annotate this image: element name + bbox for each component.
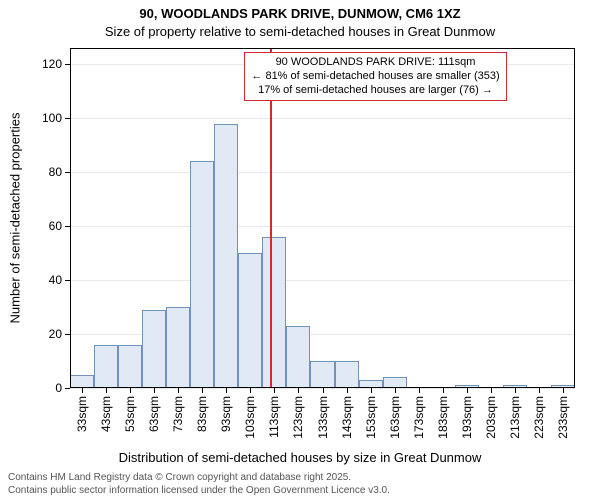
y-tick-label: 60 [49,219,62,233]
x-tick-label: 83sqm [195,396,209,432]
annotation-line: ← 81% of semi-detached houses are smalle… [251,70,499,84]
bar [335,361,359,388]
x-tick-label: 123sqm [291,396,305,439]
bar [262,237,286,388]
x-tick-mark [82,388,83,393]
x-tick-mark [250,388,251,393]
x-tick-label: 213sqm [508,396,522,439]
y-tick-label: 100 [42,111,62,125]
x-tick-mark [515,388,516,393]
bar [118,345,142,388]
bar [190,161,214,388]
x-tick-label: 173sqm [412,396,426,439]
gridline [70,280,575,281]
right-axis-line [574,48,575,388]
footer-line1: Contains HM Land Registry data © Crown c… [8,472,351,483]
x-tick-mark [443,388,444,393]
y-tick-mark [65,388,70,389]
x-tick-mark [491,388,492,393]
x-tick-label: 203sqm [484,396,498,439]
y-tick-label: 0 [55,381,62,395]
chart-title-line1: 90, WOODLANDS PARK DRIVE, DUNMOW, CM6 1X… [0,6,600,21]
x-tick-mark [323,388,324,393]
y-tick-label: 40 [49,273,62,287]
x-tick-mark [298,388,299,393]
bar [286,326,310,388]
bar [310,361,334,388]
x-tick-label: 163sqm [388,396,402,439]
x-tick-mark [347,388,348,393]
x-tick-mark [419,388,420,393]
x-tick-mark [467,388,468,393]
bar [142,310,166,388]
x-tick-mark [539,388,540,393]
gridline [70,118,575,119]
x-tick-mark [563,388,564,393]
x-tick-mark [178,388,179,393]
x-tick-label: 183sqm [436,396,450,439]
x-axis-label: Distribution of semi-detached houses by … [0,450,600,465]
x-tick-mark [274,388,275,393]
x-tick-mark [226,388,227,393]
x-tick-label: 153sqm [364,396,378,439]
y-tick-label: 120 [42,57,62,71]
bar [238,253,262,388]
x-tick-label: 53sqm [123,396,137,432]
bar [94,345,118,388]
x-tick-mark [202,388,203,393]
y-axis-line [70,48,71,388]
x-tick-label: 43sqm [99,396,113,432]
chart-title-line2: Size of property relative to semi-detach… [0,24,600,39]
x-axis-line [70,387,575,388]
x-tick-label: 133sqm [316,396,330,439]
x-tick-mark [395,388,396,393]
annotation-box: 90 WOODLANDS PARK DRIVE: 111sqm← 81% of … [244,52,506,101]
bar [70,375,94,388]
x-tick-label: 193sqm [460,396,474,439]
x-tick-label: 233sqm [556,396,570,439]
gridline [70,172,575,173]
top-axis-line [70,48,575,49]
gridline [70,226,575,227]
x-tick-mark [154,388,155,393]
x-tick-label: 103sqm [243,396,257,439]
y-axis-label: Number of semi-detached properties [8,113,23,324]
annotation-line: 17% of semi-detached houses are larger (… [251,84,499,98]
x-tick-label: 33sqm [75,396,89,432]
x-tick-label: 113sqm [267,396,281,438]
x-tick-label: 73sqm [171,396,185,432]
annotation-line: 90 WOODLANDS PARK DRIVE: 111sqm [251,56,499,70]
footer-line2: Contains public sector information licen… [8,485,390,496]
x-tick-mark [371,388,372,393]
y-tick-label: 80 [49,165,62,179]
x-tick-label: 223sqm [532,396,546,439]
x-tick-label: 93sqm [219,396,233,432]
x-tick-mark [106,388,107,393]
bar [214,124,238,388]
x-tick-label: 143sqm [340,396,354,439]
bar [166,307,190,388]
x-tick-mark [130,388,131,393]
x-tick-label: 63sqm [147,396,161,432]
plot-area: 90 WOODLANDS PARK DRIVE: 111sqm← 81% of … [70,48,575,388]
y-tick-label: 20 [49,327,62,341]
